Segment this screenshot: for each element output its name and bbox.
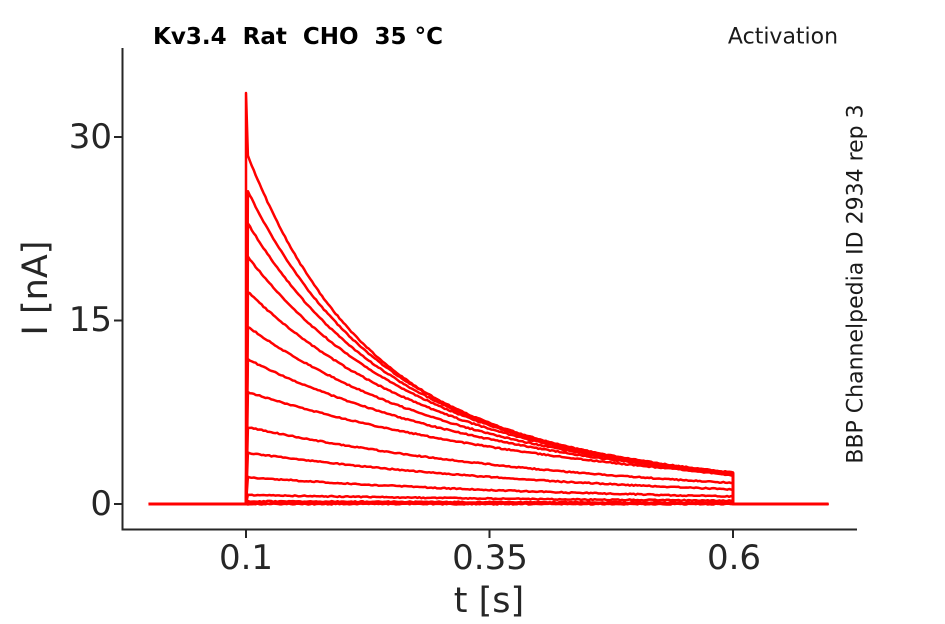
current-trace-sweep-12 — [148, 493, 829, 506]
current-trace-sweep-11 — [148, 475, 829, 506]
y-axis-label: I [nA] — [16, 240, 56, 336]
x-tick-label-0.1: 0.1 — [218, 538, 274, 578]
current-trace-sweep-13 — [148, 499, 829, 506]
current-trace-sweep-09 — [148, 426, 829, 506]
current-trace-sweep-15 — [148, 502, 829, 506]
current-trace-sweep-02 — [148, 189, 829, 506]
current-trace-sweep-01 — [148, 91, 829, 506]
x-tick-label-0.35: 0.35 — [452, 538, 528, 578]
current-trace-sweep-03 — [148, 222, 829, 506]
trace-group — [148, 91, 829, 506]
current-trace-sweep-08 — [148, 390, 829, 506]
x-tick-label-0.6: 0.6 — [706, 538, 762, 578]
current-trace-sweep-10 — [148, 451, 829, 506]
protocol-label: Activation — [727, 24, 839, 50]
x-axis-label: t [s] — [453, 581, 525, 621]
chart-title: Kv3.4 Rat CHO 35 °C — [153, 24, 443, 50]
y-tick-label-30: 30 — [68, 117, 112, 157]
y-tick-label-15: 15 — [68, 300, 112, 340]
source-label: BBP Channelpedia ID 2934 rep 3 — [843, 104, 869, 464]
y-tick-label-0: 0 — [90, 484, 112, 524]
